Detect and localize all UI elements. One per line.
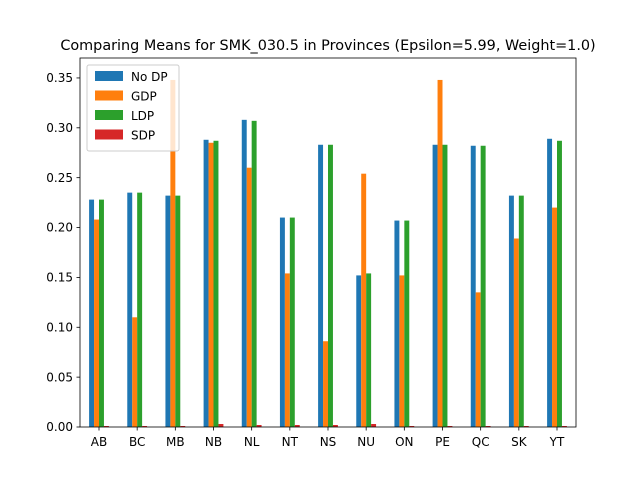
- legend-swatch-ldp: [95, 110, 123, 120]
- chart-title: Comparing Means for SMK_030.5 in Provinc…: [60, 38, 595, 54]
- bar-no-dp-sk: [508, 195, 514, 427]
- bar-no-dp-bc: [127, 192, 133, 427]
- bar-ldp-bc: [137, 192, 143, 427]
- bar-no-dp-qc: [470, 145, 476, 428]
- legend-label-no-dp: No DP: [131, 70, 168, 84]
- bar-ldp-nb: [213, 140, 219, 427]
- bar-sdp-nb: [218, 424, 224, 427]
- y-tick-label: 0.20: [46, 221, 73, 235]
- x-tick-label: NL: [244, 435, 260, 449]
- y-tick-label: 0.10: [46, 320, 73, 334]
- bar-gdp-pe: [437, 79, 443, 427]
- bar-sdp-yt: [561, 426, 567, 427]
- bar-gdp-on: [399, 275, 405, 427]
- legend-swatch-gdp: [95, 90, 123, 101]
- y-tick-label: 0.30: [46, 121, 73, 135]
- bar-sdp-pe: [447, 426, 453, 427]
- bar-ldp-nu: [366, 273, 372, 427]
- bar-gdp-qc: [475, 292, 481, 427]
- x-tick-label: YT: [549, 435, 565, 449]
- x-tick-label: ON: [395, 435, 413, 449]
- bars-group: [89, 79, 567, 428]
- bar-ldp-pe: [442, 144, 448, 427]
- bar-ldp-on: [404, 220, 410, 427]
- x-tick-label: NT: [282, 435, 299, 449]
- bar-ldp-qc: [480, 145, 486, 428]
- bar-ldp-sk: [518, 195, 524, 427]
- legend-label-gdp: GDP: [131, 90, 157, 104]
- y-tick-label: 0.35: [46, 71, 73, 85]
- axes-group: 0.00 0.05 0.10 0.15 0.20 0.25 0.30 0.35 AB BC MB NB…: [46, 57, 577, 449]
- x-tick-label: BC: [129, 435, 145, 449]
- bar-gdp-sk: [513, 238, 519, 427]
- bar-no-dp-nt: [279, 217, 285, 427]
- x-tick-label: SK: [511, 435, 528, 449]
- y-tick-label: 0.25: [46, 171, 73, 185]
- x-tick-label: NB: [205, 435, 222, 449]
- x-tick-label: NU: [357, 435, 375, 449]
- bar-gdp-bc: [132, 317, 138, 427]
- bar-no-dp-pe: [432, 144, 438, 427]
- bar-ldp-ns: [328, 144, 333, 427]
- x-tick-label: NS: [320, 435, 337, 449]
- bar-no-dp-nu: [356, 275, 362, 427]
- y-tick-label: 0.15: [46, 271, 73, 285]
- x-tick-label: AB: [91, 435, 107, 449]
- bar-sdp-bc: [142, 426, 148, 427]
- bar-gdp-nl: [246, 167, 252, 427]
- legend-swatch-sdp: [95, 129, 123, 140]
- bar-ldp-mb: [175, 195, 181, 427]
- bar-sdp-mb: [180, 426, 186, 427]
- bar-ldp-nt: [289, 217, 295, 427]
- bar-no-dp-ab: [89, 199, 95, 427]
- bar-ldp-ab: [99, 199, 104, 427]
- bar-no-dp-ns: [318, 144, 324, 427]
- y-tick-label: 0.00: [46, 420, 73, 434]
- bar-sdp-on: [409, 426, 415, 427]
- legend-label-sdp: SDP: [131, 129, 155, 143]
- bar-gdp-ab: [94, 219, 99, 427]
- legend-label-ldp: LDP: [131, 109, 154, 123]
- bar-no-dp-yt: [547, 138, 553, 428]
- bar-gdp-nb: [208, 142, 214, 427]
- legend-swatch-no-dp: [95, 71, 123, 81]
- bar-gdp-ns: [323, 341, 328, 427]
- bar-sdp-sk: [523, 426, 529, 427]
- bar-ldp-nl: [251, 120, 257, 428]
- bar-gdp-nu: [361, 173, 367, 427]
- x-tick-label: PE: [435, 435, 450, 449]
- bar-sdp-ns: [332, 425, 338, 427]
- bar-no-dp-nl: [241, 119, 247, 428]
- bar-sdp-nl: [256, 425, 262, 427]
- bar-sdp-ab: [103, 426, 109, 427]
- bar-sdp-qc: [485, 426, 491, 427]
- bar-gdp-yt: [552, 207, 557, 427]
- bar-gdp-nt: [284, 273, 290, 427]
- bar-sdp-nu: [371, 424, 377, 427]
- bar-no-dp-on: [394, 220, 400, 427]
- bar-no-dp-mb: [165, 195, 171, 427]
- bar-ldp-yt: [557, 140, 562, 427]
- x-tick-label: QC: [472, 435, 490, 449]
- bar-gdp-mb: [170, 79, 176, 427]
- bar-sdp-nt: [294, 425, 300, 427]
- legend: No DP GDP LDP SDP: [86, 64, 180, 152]
- x-tick-label: MB: [166, 435, 185, 449]
- y-tick-label: 0.05: [46, 370, 73, 384]
- bar-no-dp-nb: [203, 139, 209, 427]
